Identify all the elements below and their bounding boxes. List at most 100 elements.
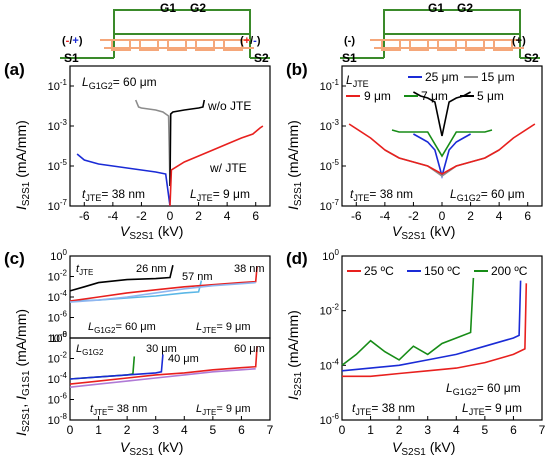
legend-d: 25 ºC 150 ºC 200 ºC bbox=[347, 264, 528, 278]
y-axis-label-c: IS2S1, IG1S1 (mA/mm) bbox=[13, 309, 32, 436]
y-tick-label: 10-6 bbox=[320, 412, 340, 427]
y-tick-label: 10-7 bbox=[320, 198, 340, 213]
series-line-38-nm-2 bbox=[69, 266, 258, 302]
series-line-26-nm-0 bbox=[69, 265, 174, 292]
y-tick-label: 10-8 bbox=[48, 330, 68, 345]
x-tick-label: -4 bbox=[380, 209, 391, 223]
series-line-w-jte-3 bbox=[169, 125, 264, 207]
series-line-60-m-2 bbox=[69, 346, 258, 385]
series-line-9-m-2 bbox=[348, 123, 536, 175]
panel-label-b: (b) bbox=[286, 60, 308, 79]
y-tick-label: 10-1 bbox=[48, 78, 68, 93]
gate2-label: G2 bbox=[190, 1, 206, 15]
x-tick-label: -2 bbox=[408, 209, 419, 223]
x-axis-label-c: VS2S1 (kV) bbox=[120, 439, 183, 458]
annotation-tjte-a: tJTE= 38 nm bbox=[82, 187, 145, 203]
panel-label-a: (a) bbox=[4, 60, 25, 79]
annotation-ljte-a: LJTE= 9 μm bbox=[190, 187, 250, 203]
annotation-lg-a: LG1G2= 60 μm bbox=[82, 75, 157, 91]
y-axis-label-d: IS2S1 (mA/mm) bbox=[285, 310, 304, 400]
x-tick-label: 7 bbox=[267, 423, 274, 437]
gate1-label-right: G1 bbox=[428, 1, 444, 15]
x-tick-label: 3 bbox=[424, 423, 431, 437]
x-tick-label: 2 bbox=[396, 423, 403, 437]
x-axis-label-b: VS2S1 (kV) bbox=[392, 223, 455, 242]
annotation-c-ljte-top: LJTE= 9 μm bbox=[196, 321, 251, 335]
panel-a: (a) -6 -4 -2 0 2 4 6 10-7 10-5 10-3 10-1 LG1G2= 60… bbox=[4, 60, 271, 242]
polarity-left: (-/+) bbox=[62, 35, 83, 47]
annotation-wo-jte: w/o JTE bbox=[207, 99, 251, 113]
x-tick-label: 2 bbox=[124, 423, 131, 437]
annotation-c-top-header: tJTE bbox=[76, 263, 93, 277]
legend-header-b: LJTE bbox=[346, 73, 369, 89]
x-tick-label: 7 bbox=[539, 423, 546, 437]
y-tick-label: 100 bbox=[50, 248, 67, 263]
panel-b: (b) -6 -4 -2 0 2 4 6 10-7 10-5 10-3 10-1 LJTE 25 μ… bbox=[285, 60, 543, 242]
polarity-right-right: (+) bbox=[512, 35, 526, 47]
series-line-w-jte-2 bbox=[76, 153, 171, 207]
legend-item-25um: 25 μm bbox=[425, 70, 459, 84]
panel-c: (c) 10-8 10-6 10-4 10-2 100 0 1 2 3 4 5 6 7 10-8 10-6 1… bbox=[4, 248, 274, 458]
annotation-c-lg: LG1G2= 60 μm bbox=[88, 321, 156, 335]
legend-item-7um: 7 μm bbox=[421, 89, 448, 103]
gate2-label-right: G2 bbox=[457, 1, 473, 15]
annotation-c-bottom-header: LG1G2 bbox=[76, 343, 104, 357]
y-tick-label: 10-2 bbox=[48, 269, 68, 284]
x-tick-label: 1 bbox=[367, 423, 374, 437]
annotation-c-40um: 40 μm bbox=[168, 353, 199, 365]
x-tick-label: 4 bbox=[224, 209, 231, 223]
x-tick-label: -2 bbox=[136, 209, 147, 223]
y-tick-label: 10-7 bbox=[48, 198, 68, 213]
annotation-ljte-d: LJTE= 9 μm bbox=[462, 401, 522, 417]
x-tick-label: 6 bbox=[524, 209, 531, 223]
x-tick-label: 3 bbox=[152, 423, 159, 437]
x-tick-label: 6 bbox=[238, 423, 245, 437]
y-tick-label: 10-3 bbox=[48, 118, 68, 133]
series-line-w-o-jte-0 bbox=[134, 99, 171, 187]
polarity-right: (+/-) bbox=[240, 35, 261, 47]
legend-item-200c: 200 ºC bbox=[491, 264, 528, 278]
x-tick-label: 0 bbox=[167, 209, 174, 223]
y-tick-label: 100 bbox=[50, 330, 67, 345]
x-tick-label: 2 bbox=[195, 209, 202, 223]
y-axis-label-a: IS2S1 (mA/mm) bbox=[13, 120, 32, 210]
panel-label-d: (d) bbox=[286, 249, 308, 268]
panel-label-c: (c) bbox=[4, 249, 25, 268]
polarity-left-right: (-) bbox=[344, 35, 355, 47]
legend-item-9um: 9 μm bbox=[364, 89, 391, 103]
x-tick-label: -6 bbox=[351, 209, 362, 223]
schematic-right: G1 G2 S1 S2 (-) (+) bbox=[340, 1, 540, 65]
x-tick-label: 5 bbox=[210, 423, 217, 437]
y-tick-label: 10-4 bbox=[48, 289, 68, 304]
series-line-25-c-0 bbox=[342, 283, 528, 378]
annotation-tjte-b: tJTE= 38 nm bbox=[350, 187, 413, 203]
y-tick-label: 10-2 bbox=[48, 351, 68, 366]
series-line-200-c-2 bbox=[341, 277, 475, 366]
plot-frame-d bbox=[341, 255, 543, 421]
legend-item-15um: 15 μm bbox=[481, 70, 515, 84]
y-tick-label: 10-2 bbox=[320, 303, 340, 318]
annotation-c-ljte-bottom: LJTE= 9 μm bbox=[196, 403, 251, 417]
x-tick-label: 4 bbox=[453, 423, 460, 437]
y-tick-label: 10-6 bbox=[48, 310, 68, 325]
series-line-w-o-jte-1 bbox=[169, 99, 206, 187]
annotation-c-26nm: 26 nm bbox=[136, 263, 167, 275]
series-line-7-m-3 bbox=[391, 129, 493, 158]
transistor-array bbox=[100, 39, 254, 51]
x-tick-label: 4 bbox=[496, 209, 503, 223]
source2-label: S2 bbox=[254, 51, 269, 65]
schematic-left: G1 G2 S1 S2 (-/+) (+/-) bbox=[60, 1, 270, 65]
annotation-c-60um: 60 μm bbox=[234, 343, 265, 355]
x-axis-label-d: VS2S1 (kV) bbox=[392, 439, 455, 458]
y-tick-label: 100 bbox=[322, 248, 339, 263]
series-line-150-c-1 bbox=[341, 280, 522, 372]
series-line-38-nm-3 bbox=[69, 281, 256, 303]
series-line-60-m-3 bbox=[69, 368, 256, 388]
annotation-c-tjte: tJTE= 38 nm bbox=[90, 403, 147, 417]
legend-item-150c: 150 ºC bbox=[424, 264, 461, 278]
annotation-w-jte: w/ JTE bbox=[209, 161, 247, 175]
y-tick-label: 10-6 bbox=[48, 392, 68, 407]
y-tick-label: 10-5 bbox=[320, 158, 340, 173]
x-tick-label: 5 bbox=[482, 423, 489, 437]
